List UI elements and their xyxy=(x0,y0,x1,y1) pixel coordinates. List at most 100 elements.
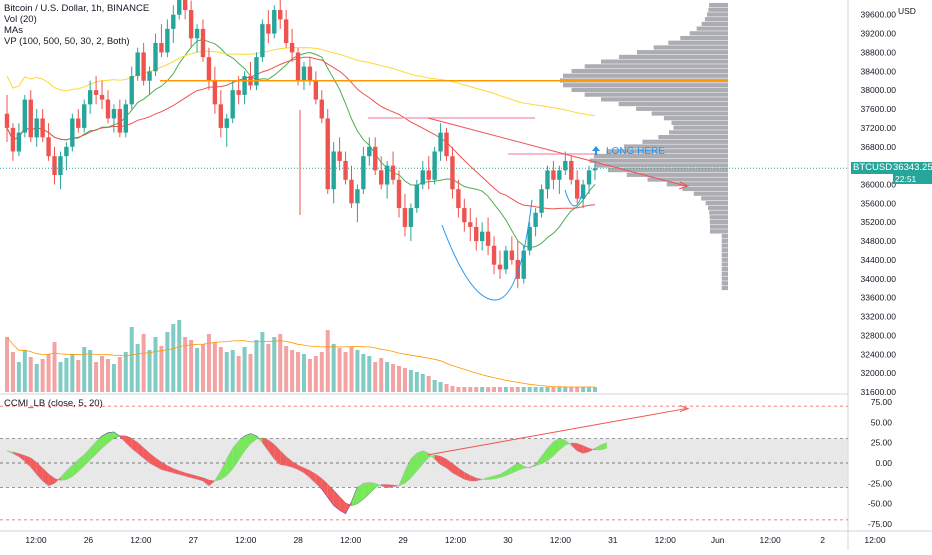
volume-bar xyxy=(545,387,550,392)
candle-body xyxy=(438,132,443,152)
price-tick: 34400.00 xyxy=(861,255,897,265)
price-tick: 33600.00 xyxy=(861,293,897,303)
osc-fill xyxy=(42,468,49,486)
candle-body xyxy=(586,170,592,185)
profile-bar xyxy=(658,134,728,140)
vp-legend: VP (100, 500, 50, 30, 2, Both) xyxy=(4,36,130,47)
candle-body xyxy=(159,43,164,53)
volume-bar xyxy=(40,359,45,392)
candle-body xyxy=(337,151,342,161)
osc-fill xyxy=(399,471,405,486)
candle-body xyxy=(289,43,295,53)
candle-body xyxy=(378,170,384,185)
osc-fill xyxy=(292,461,299,470)
time-tick: 12:00 xyxy=(340,535,362,545)
candle-body xyxy=(117,109,123,133)
osc-fill xyxy=(434,455,441,465)
volume-ma-line xyxy=(6,336,595,388)
volume-bar xyxy=(319,352,324,392)
osc-fill xyxy=(173,468,180,475)
volume-bar xyxy=(438,382,443,392)
volume-bar xyxy=(503,387,508,392)
candle-body xyxy=(254,57,259,86)
candle-body xyxy=(295,52,301,81)
osc-fill xyxy=(167,465,174,473)
candle-body xyxy=(177,0,182,15)
osc-tick: -75.00 xyxy=(868,519,892,529)
last-price-value: 36343.25 xyxy=(893,162,932,173)
arrow-up-icon xyxy=(592,146,600,155)
volume-bar xyxy=(117,357,122,392)
profile-bar xyxy=(721,243,728,248)
profile-bar xyxy=(642,139,728,144)
osc-tick: -50.00 xyxy=(868,499,892,509)
volume-bar xyxy=(141,334,146,392)
candle-body xyxy=(141,52,146,81)
osc-fill xyxy=(214,471,221,481)
profile-bar xyxy=(721,257,728,262)
volume-bar xyxy=(480,387,485,392)
volume-bar xyxy=(212,342,217,392)
volume-bar xyxy=(218,347,223,392)
candle-body xyxy=(325,118,330,190)
candle-body xyxy=(367,146,372,157)
osc-fill xyxy=(60,471,67,481)
profile-bar xyxy=(626,172,728,177)
candle-body xyxy=(52,156,57,176)
osc-fill xyxy=(464,472,471,481)
osc-tick: 0.00 xyxy=(875,458,892,468)
osc-fill xyxy=(505,467,512,476)
osc-fill xyxy=(321,478,328,498)
profile-bar xyxy=(671,120,728,126)
legend: Bitcoin / U.S. Dollar, 1h, BINANCE Vol (… xyxy=(4,3,149,47)
osc-fill xyxy=(470,475,477,481)
volume-bar xyxy=(521,387,526,392)
profile-bar xyxy=(623,144,728,149)
candle-body xyxy=(224,118,229,128)
volume-bar xyxy=(402,368,407,392)
volume-bar xyxy=(462,387,467,392)
profile-bar xyxy=(663,116,728,121)
volume-bar xyxy=(94,362,99,392)
candle-body xyxy=(592,168,598,171)
profile-bar xyxy=(693,191,728,196)
candle-body xyxy=(266,24,271,34)
annotation-label: LONG HERE xyxy=(606,146,665,157)
osc-trendline xyxy=(427,408,687,456)
volume-bar xyxy=(46,354,51,392)
profile-bar xyxy=(562,73,728,78)
osc-fill xyxy=(387,484,394,488)
osc-fill xyxy=(357,483,364,504)
volume-bar xyxy=(373,362,378,392)
osc-fill xyxy=(220,458,227,480)
volume-bar xyxy=(58,362,63,392)
volume-bar xyxy=(266,344,271,392)
osc-fill xyxy=(458,468,465,480)
osc-fill xyxy=(72,459,79,477)
profile-bar xyxy=(689,31,728,36)
candle-body xyxy=(230,90,235,119)
volume-bar xyxy=(290,350,295,392)
volume-bar xyxy=(22,350,27,392)
candle-body xyxy=(485,231,491,246)
volume-bar xyxy=(254,340,259,392)
volume-bar xyxy=(569,387,574,392)
candle-body xyxy=(123,104,128,133)
osc-fill xyxy=(185,472,192,478)
osc-fill xyxy=(131,438,138,454)
price-tick: 39200.00 xyxy=(861,29,897,39)
candle-body xyxy=(474,226,479,242)
osc-fill xyxy=(583,445,590,454)
candle-body xyxy=(99,94,105,100)
candle-body xyxy=(313,80,319,100)
profile-bar xyxy=(709,210,728,215)
volume-bar xyxy=(242,347,247,392)
volume-bar xyxy=(195,348,200,392)
osc-fill xyxy=(541,448,548,464)
volume-bar xyxy=(236,356,241,392)
osc-fill xyxy=(78,454,85,472)
volume-bar xyxy=(5,337,9,392)
profile-bar xyxy=(721,281,728,286)
